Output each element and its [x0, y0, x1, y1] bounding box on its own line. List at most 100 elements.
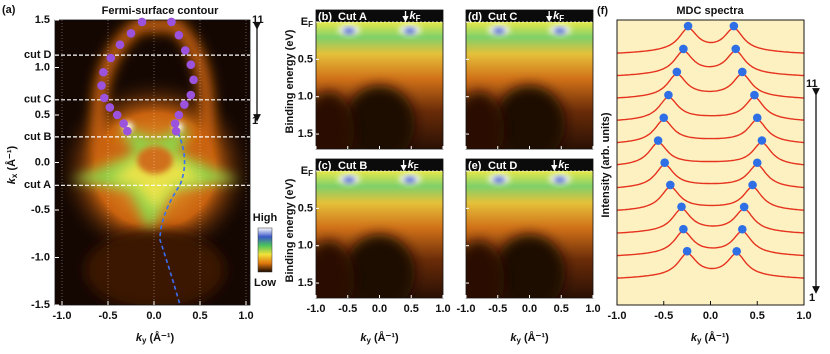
x-tick-label: 0.0 — [703, 310, 718, 322]
text-part: F — [564, 163, 569, 172]
mdc-curve — [616, 163, 805, 189]
text-part: (Å⁻¹) — [371, 331, 399, 344]
x-tick-label: 1.0 — [796, 310, 811, 322]
cut-label: cut A — [24, 179, 51, 191]
cut-label: Cut B — [338, 160, 367, 172]
colorbar — [257, 227, 273, 273]
mdc-curve — [616, 208, 805, 234]
x-axis-label: ky (Å⁻¹) — [691, 331, 730, 345]
contour-point — [171, 126, 181, 136]
contour-point — [186, 90, 196, 100]
map-dark — [85, 230, 225, 305]
y-tick-label: -1.5 — [31, 299, 50, 311]
colorbar-label: High — [253, 212, 278, 224]
mdc-peak — [677, 202, 686, 212]
x-tick-label: -0.5 — [338, 303, 357, 315]
mdc-peak — [672, 67, 682, 77]
cut-label: Cut A — [338, 11, 367, 23]
mdc-curve — [616, 118, 805, 144]
band-spot — [403, 177, 416, 183]
y-tick-label: -1.0 — [31, 251, 50, 263]
arpes-image — [316, 171, 443, 298]
band-dark — [343, 234, 416, 298]
band-dark — [316, 240, 355, 298]
mdc-peak — [679, 44, 688, 54]
band-dark — [493, 234, 566, 298]
contour-point — [123, 126, 132, 136]
mdc-peak — [729, 21, 739, 31]
x-tick-label: 0.0 — [522, 303, 537, 315]
arpes-image — [466, 22, 593, 149]
text-part: F — [414, 163, 419, 172]
band-dark — [343, 85, 416, 149]
arpes-panel: (b) Cut A — [315, 9, 444, 150]
y-tick-label: 0.5 — [298, 202, 313, 214]
contour-point — [180, 46, 190, 55]
text-part: k — [691, 332, 698, 344]
y-tick-label: 1.5 — [35, 14, 50, 26]
mdc-curve — [616, 230, 804, 257]
panel-label: (c) — [318, 160, 332, 172]
plot-frame — [616, 19, 805, 306]
colorbar-label: Low — [254, 277, 276, 289]
mdc-peak — [679, 224, 688, 234]
x-tick-label: 0.5 — [750, 310, 765, 322]
mdc-curve — [616, 96, 805, 121]
text-part: (Å⁻¹) — [701, 331, 729, 344]
contour-point — [112, 110, 122, 120]
x-axis-label: ky (Å⁻¹) — [136, 331, 175, 345]
contour-point — [174, 110, 184, 120]
contour-point — [105, 103, 115, 112]
contour-point — [100, 93, 109, 103]
x-axis-label: ky (Å⁻¹) — [510, 331, 549, 345]
arpes-panel: (e) Cut D — [465, 158, 594, 299]
y-tick-label: 1.0 — [35, 61, 50, 73]
x-tick-label: 1.0 — [238, 310, 253, 322]
cut-label: cut C — [24, 94, 52, 106]
text-part: k — [136, 332, 143, 344]
mdc-peak — [731, 44, 741, 54]
x-tick-label: 0.0 — [146, 310, 161, 322]
x-tick-label: 0.5 — [192, 310, 207, 322]
panel-title: Fermi-surface contour — [102, 5, 219, 17]
range-label: 11 — [806, 78, 818, 90]
map-center — [137, 146, 173, 174]
text-part: k — [510, 332, 517, 344]
mdc-peak — [659, 113, 669, 123]
band-spot — [493, 28, 506, 34]
x-tick-label: 1.0 — [585, 303, 600, 315]
cut-label: cut B — [24, 131, 52, 143]
mdc-peak — [664, 90, 673, 100]
range-label: 1 — [252, 115, 258, 127]
mdc-peak — [732, 246, 741, 256]
cut-label: Cut D — [488, 160, 517, 172]
mdc-curve — [616, 27, 805, 54]
text-part: k — [6, 177, 18, 184]
mdc-peak — [682, 246, 692, 256]
text-part: F — [416, 14, 421, 23]
cut-label: Cut C — [488, 11, 517, 23]
mdc-peak — [665, 180, 675, 190]
mdc-peak — [653, 136, 663, 145]
x-tick-label: -1.0 — [457, 303, 476, 315]
y-tick-label: 0.5 — [298, 53, 313, 65]
y-tick-label: -0.5 — [31, 204, 50, 216]
panel-label: (b) — [318, 11, 332, 23]
mdc-peak — [750, 90, 759, 100]
range-label: 11 — [252, 14, 264, 26]
contour-point — [97, 81, 106, 90]
contour-point — [170, 119, 180, 128]
band-spot — [553, 28, 566, 34]
y-axis-label: Binding energy (eV) — [284, 29, 296, 133]
map-star-core — [110, 150, 205, 210]
text-part: F — [308, 20, 313, 29]
x-axis-label: ky (Å⁻¹) — [360, 331, 399, 345]
x-tick-label: 0.5 — [554, 303, 569, 315]
y-tick-label: EF — [301, 16, 313, 29]
text-part: x — [10, 173, 19, 178]
mdc-curve — [616, 50, 805, 77]
header-strip — [316, 10, 443, 22]
x-tick-label: 1.0 — [435, 303, 450, 315]
band-dark — [466, 91, 505, 149]
